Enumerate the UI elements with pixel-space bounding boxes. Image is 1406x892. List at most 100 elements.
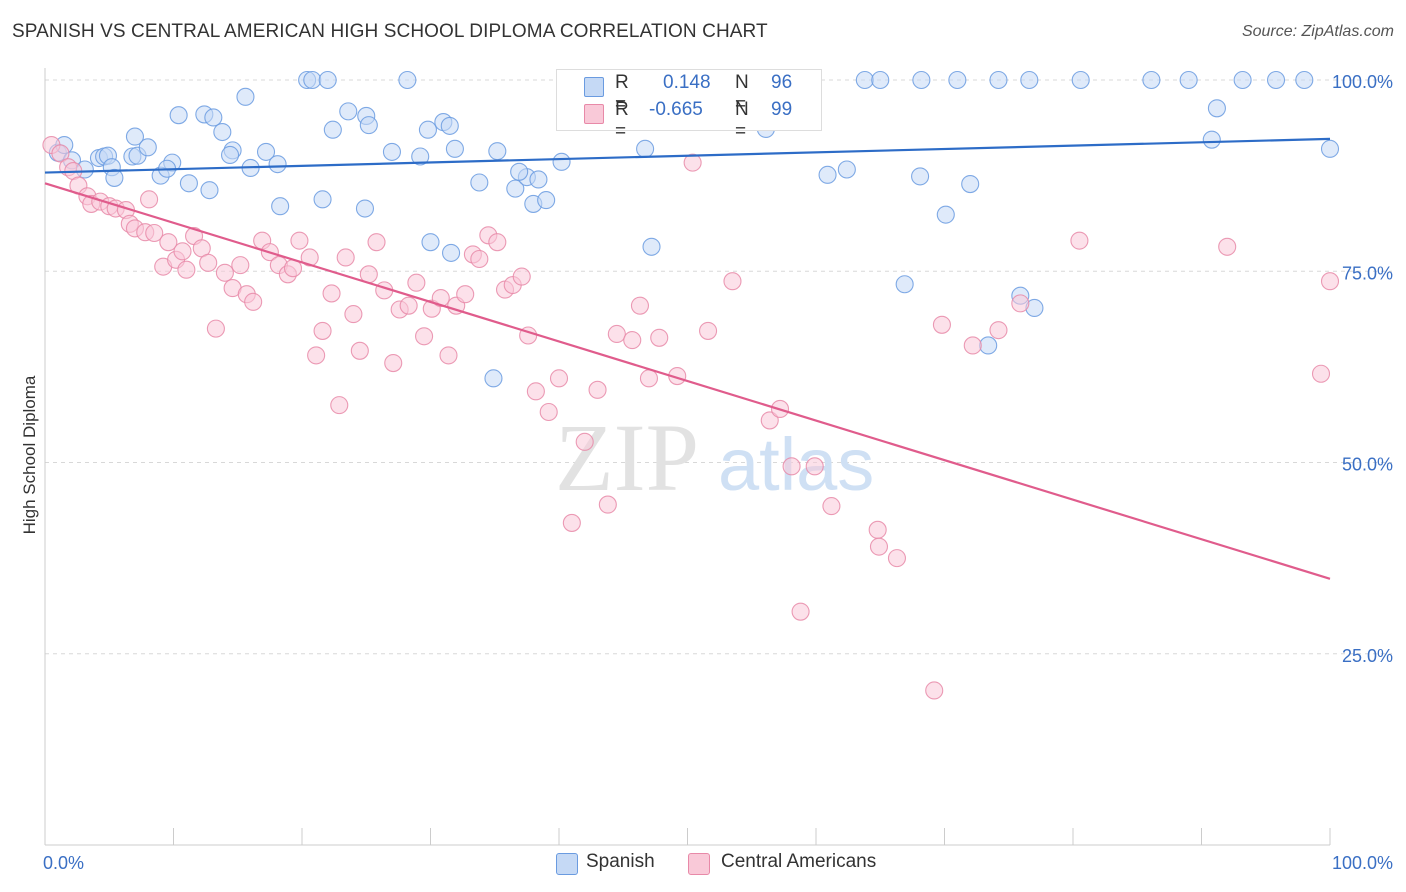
data-point xyxy=(562,513,581,532)
legend-n-label: N = xyxy=(735,99,749,142)
data-point xyxy=(445,139,464,158)
data-point xyxy=(1202,130,1221,149)
data-point xyxy=(330,396,349,415)
data-point xyxy=(169,106,188,125)
data-point xyxy=(145,223,164,243)
data-point xyxy=(989,70,1008,90)
data-point xyxy=(911,167,930,186)
data-point xyxy=(1071,70,1090,90)
data-point xyxy=(1320,272,1340,291)
data-point xyxy=(650,328,669,347)
legend-n-value: 99 xyxy=(771,99,793,120)
data-point xyxy=(639,369,659,388)
data-point xyxy=(200,181,219,200)
data-point xyxy=(683,153,702,172)
data-point xyxy=(537,191,556,210)
data-point xyxy=(318,70,337,90)
legend-swatch-spanish xyxy=(584,77,604,97)
tick-labels: 25.0% 50.0% 75.0% 100.0% 0.0% 100.0% xyxy=(43,72,1393,873)
data-point xyxy=(159,233,178,252)
data-point xyxy=(760,411,779,430)
data-point xyxy=(440,116,459,135)
data-point xyxy=(963,336,982,355)
data-point xyxy=(1266,70,1286,90)
data-point xyxy=(588,380,607,399)
data-point xyxy=(961,174,980,194)
data-point xyxy=(236,87,255,106)
data-point xyxy=(256,142,276,161)
bottom-legend-swatch-spanish xyxy=(556,853,578,875)
data-point xyxy=(411,147,430,166)
data-point xyxy=(699,321,718,340)
x-tick-label: 100.0% xyxy=(1332,853,1393,873)
data-point xyxy=(173,242,192,261)
data-point xyxy=(215,263,234,282)
data-point xyxy=(439,346,458,365)
data-point xyxy=(313,321,332,340)
data-point xyxy=(607,324,626,344)
y-axis-label: High School Diploma xyxy=(20,375,39,534)
legend-r-label: R = xyxy=(615,72,629,115)
data-point xyxy=(470,249,489,269)
data-point xyxy=(290,231,309,250)
chart-title: SPANISH VS CENTRAL AMERICAN HIGH SCHOOL … xyxy=(12,21,768,42)
legend-swatch-central-americans xyxy=(584,104,604,124)
data-point xyxy=(510,162,529,181)
data-point xyxy=(623,331,642,350)
trend-line-spanish xyxy=(44,137,1331,174)
data-point xyxy=(199,253,218,272)
data-point xyxy=(313,190,332,209)
data-points xyxy=(42,70,1340,700)
data-point xyxy=(204,108,223,127)
data-point xyxy=(339,102,358,121)
data-point xyxy=(869,537,889,556)
data-point xyxy=(723,272,742,291)
data-point xyxy=(936,205,955,224)
data-point xyxy=(932,315,951,334)
data-point xyxy=(268,155,287,174)
data-point xyxy=(1218,237,1237,256)
legend-r-label: R = xyxy=(615,99,629,142)
data-point xyxy=(344,305,363,324)
correlation-legend: R = 0.148 N = 96 R = -0.665 N = 99 xyxy=(556,69,822,142)
data-point xyxy=(470,173,489,192)
data-point xyxy=(244,292,263,311)
gridlines xyxy=(45,79,1392,655)
data-point xyxy=(1311,364,1331,383)
data-point xyxy=(138,138,157,157)
data-point xyxy=(271,197,290,216)
data-point xyxy=(488,142,507,161)
data-point xyxy=(415,327,434,346)
legend-n-value: 96 xyxy=(771,72,793,93)
watermark-zip: ZIP xyxy=(555,404,699,511)
data-point xyxy=(642,237,661,256)
y-tick-label: 75.0% xyxy=(1342,263,1393,283)
data-point xyxy=(782,457,801,476)
data-point xyxy=(871,70,890,90)
data-point xyxy=(1070,231,1089,250)
data-point xyxy=(818,165,837,184)
data-point xyxy=(1011,294,1030,313)
data-point xyxy=(125,127,144,146)
data-point xyxy=(367,233,386,252)
legend-n-label: N = xyxy=(735,72,749,115)
data-point xyxy=(868,520,887,539)
data-point xyxy=(989,321,1008,340)
data-point xyxy=(1320,139,1340,158)
data-point xyxy=(855,70,874,90)
data-point xyxy=(1020,70,1039,90)
data-point xyxy=(322,284,341,303)
data-point xyxy=(912,70,931,90)
data-point xyxy=(488,233,507,252)
data-point xyxy=(350,341,369,360)
trend-line-central-americans xyxy=(44,182,1331,580)
data-point xyxy=(925,681,944,700)
data-point xyxy=(1179,70,1198,90)
data-point xyxy=(979,336,998,355)
bottom-legend-spanish: Spanish xyxy=(586,851,655,872)
data-point xyxy=(213,122,232,142)
y-tick-label: 50.0% xyxy=(1342,455,1393,475)
data-point xyxy=(220,145,240,165)
data-point xyxy=(177,260,196,279)
